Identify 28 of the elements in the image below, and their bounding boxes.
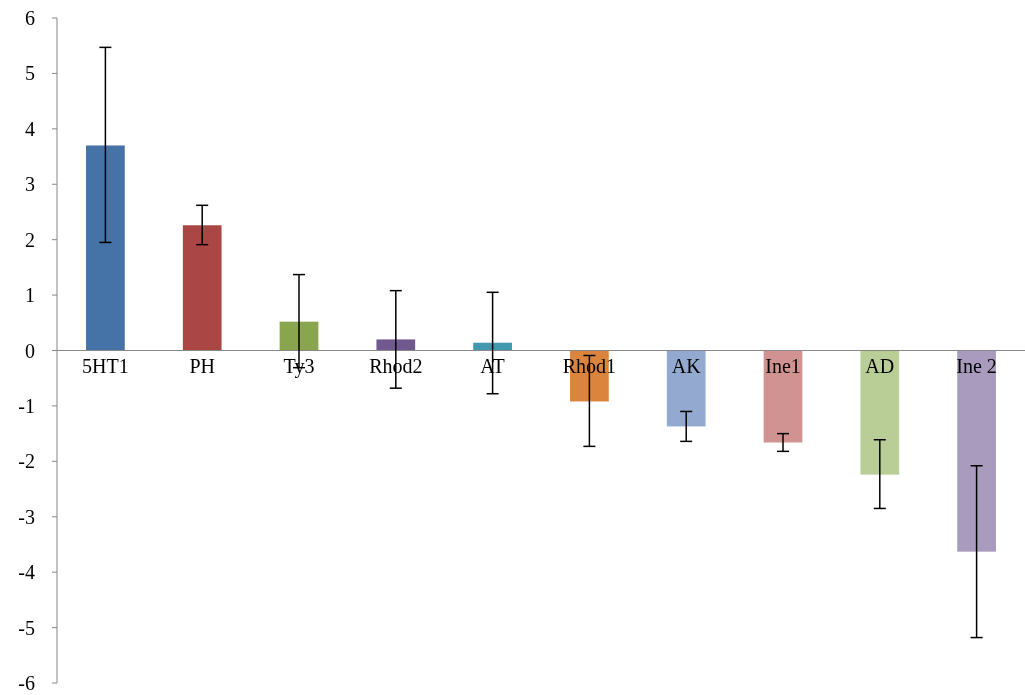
y-tick-label: -2 bbox=[18, 450, 35, 473]
bar bbox=[86, 145, 125, 351]
y-tick-label: 6 bbox=[25, 7, 35, 29]
bar bbox=[376, 339, 416, 351]
x-tick-label: AK bbox=[671, 354, 702, 377]
y-tick-label: -3 bbox=[18, 505, 35, 528]
x-tick-label: Ine1 bbox=[765, 354, 801, 377]
y-tick-label: 5 bbox=[25, 62, 35, 85]
bar bbox=[279, 321, 319, 351]
y-tick-label: -1 bbox=[18, 394, 35, 417]
y-tick-label: 3 bbox=[25, 173, 35, 196]
bar bbox=[860, 350, 900, 475]
x-tick-label: PH bbox=[189, 354, 215, 377]
x-tick-label: 5HT1 bbox=[82, 354, 129, 377]
bar bbox=[666, 350, 706, 427]
y-tick-label: -6 bbox=[18, 672, 35, 694]
bar bbox=[182, 225, 222, 351]
y-tick-label: 2 bbox=[25, 228, 35, 251]
bar bbox=[763, 350, 803, 443]
x-tick-label: Ty3 bbox=[283, 354, 315, 378]
y-tick-label: 4 bbox=[25, 117, 35, 140]
x-tick-label: Ine 2 bbox=[956, 354, 997, 377]
y-tick-label: -5 bbox=[18, 616, 35, 639]
y-tick-label: 1 bbox=[25, 284, 35, 307]
y-tick-label: -4 bbox=[18, 561, 35, 584]
bar bbox=[957, 350, 996, 552]
y-tick-label: 0 bbox=[25, 339, 35, 362]
x-tick-label: AD bbox=[865, 354, 895, 377]
